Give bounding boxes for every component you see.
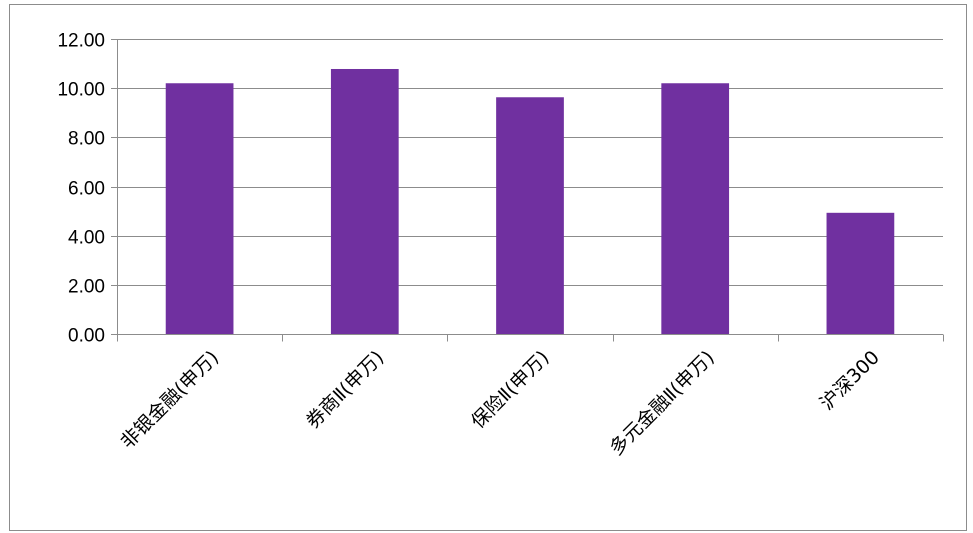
bar-chart: 0.00 2.00 4.00 6.00 8.00 10.00 12.00 非银金融(申万) 券… bbox=[57, 31, 944, 460]
x-category-label: 保险Ⅱ(申万) bbox=[467, 346, 553, 432]
y-tick-label: 12.00 bbox=[57, 31, 105, 52]
axes bbox=[111, 39, 944, 342]
y-tick-labels: 0.00 2.00 4.00 6.00 8.00 10.00 12.00 bbox=[57, 31, 105, 347]
bar bbox=[496, 97, 564, 334]
y-tick-label: 0.00 bbox=[68, 326, 105, 347]
bar bbox=[165, 83, 234, 334]
bar bbox=[826, 212, 895, 334]
y-tick-label: 8.00 bbox=[68, 129, 105, 150]
y-tick-label: 4.00 bbox=[68, 228, 105, 249]
x-category-label: 沪深300 bbox=[816, 346, 884, 414]
x-category-label: 券商Ⅱ(申万) bbox=[302, 346, 388, 432]
bars bbox=[165, 68, 895, 334]
x-category-label: 多元金融Ⅱ(申万) bbox=[605, 346, 718, 459]
y-tick-label: 10.00 bbox=[57, 80, 105, 101]
chart-frame: 0.00 2.00 4.00 6.00 8.00 10.00 12.00 非银金融(申万) 券… bbox=[9, 4, 967, 531]
y-tick-label: 2.00 bbox=[68, 277, 105, 298]
bar bbox=[330, 68, 399, 334]
x-category-labels: 非银金融(申万) 券商Ⅱ(申万) 保险Ⅱ(申万) 多元金融Ⅱ(申万) 沪深300 bbox=[116, 346, 883, 459]
x-category-label: 非银金融(申万) bbox=[116, 346, 223, 453]
y-tick-label: 6.00 bbox=[68, 179, 105, 200]
bar bbox=[661, 83, 730, 334]
